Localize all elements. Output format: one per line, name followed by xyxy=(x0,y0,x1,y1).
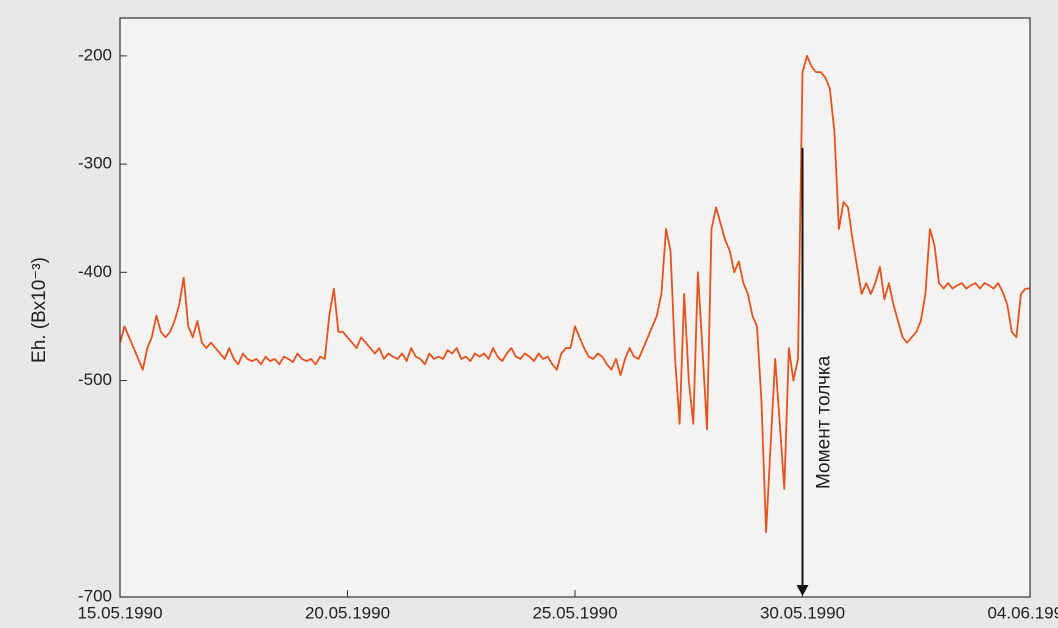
plot-frame xyxy=(119,17,1031,598)
annotation-text: Момент толчка xyxy=(814,355,835,489)
x-tick-label: 30.05.1990 xyxy=(760,603,845,622)
y-tick-label: -300 xyxy=(78,154,112,173)
data-line xyxy=(119,55,1030,533)
x-tick-label: 25.05.1990 xyxy=(532,603,617,622)
annotation-arrowhead xyxy=(796,585,809,596)
x-tick-label: 20.05.1990 xyxy=(305,603,390,622)
y-tick-label: -700 xyxy=(78,586,112,605)
x-tick-label: 15.05.1990 xyxy=(77,603,162,622)
y-axis-label: Eh. (Вх10⁻³) xyxy=(29,257,50,363)
x-tick-label: 04.06.1990 xyxy=(987,603,1058,622)
y-tick-label: -500 xyxy=(78,370,112,389)
plot-area xyxy=(120,18,1030,597)
y-tick-label: -400 xyxy=(78,262,112,281)
y-tick-label: -200 xyxy=(78,45,112,64)
